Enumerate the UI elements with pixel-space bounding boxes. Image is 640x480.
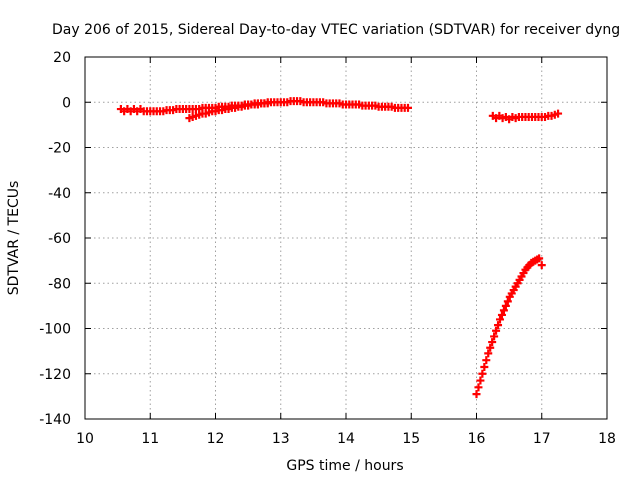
data-point <box>501 301 510 310</box>
data-point <box>480 362 489 371</box>
x-tick-label: 16 <box>468 431 486 447</box>
series-3 <box>488 109 563 124</box>
y-tick-label: -80 <box>48 276 71 292</box>
x-tick-label: 12 <box>207 431 225 447</box>
data-points <box>116 97 563 399</box>
x-axis-label: GPS time / hours <box>286 458 403 474</box>
data-point <box>499 306 508 315</box>
y-tick-label: 20 <box>53 50 71 66</box>
data-point <box>554 109 563 118</box>
y-tick-label: -40 <box>48 186 71 202</box>
data-point <box>472 390 481 399</box>
data-point <box>474 383 483 392</box>
x-tick-label: 13 <box>272 431 290 447</box>
data-point <box>476 376 485 385</box>
data-point <box>537 261 546 270</box>
y-axis-label: SDTVAR / TECUs <box>6 181 22 296</box>
y-tick-label: -100 <box>39 322 71 338</box>
series-1 <box>116 97 412 116</box>
data-point <box>503 297 512 306</box>
y-tick-label: -140 <box>39 412 71 428</box>
chart-title: Day 206 of 2015, Sidereal Day-to-day VTE… <box>52 22 620 38</box>
x-tick-label: 18 <box>598 431 616 447</box>
y-tick-label: -60 <box>48 231 71 247</box>
series-2 <box>185 99 272 123</box>
x-tick-label: 15 <box>402 431 420 447</box>
y-tick-label: 0 <box>62 95 71 111</box>
x-tick-label: 11 <box>141 431 159 447</box>
data-point <box>403 103 412 112</box>
data-point <box>535 254 544 263</box>
data-point <box>490 332 499 341</box>
data-point <box>482 356 491 365</box>
data-point <box>497 310 506 319</box>
x-tick-label: 14 <box>337 431 355 447</box>
data-point <box>478 369 487 378</box>
series-4 <box>472 254 546 399</box>
y-tick-label: -120 <box>39 367 71 383</box>
data-point <box>494 321 503 330</box>
axis-ticks: 10 11 12 13 14 15 16 17 18 20 0 -20 -40 -60 -80 -100 -12… <box>39 50 616 447</box>
data-point <box>488 338 497 347</box>
y-tick-label: -20 <box>48 141 71 157</box>
data-point <box>486 343 495 352</box>
data-point <box>492 326 501 335</box>
data-point <box>263 99 272 108</box>
data-point <box>495 315 504 324</box>
x-tick-label: 10 <box>76 431 94 447</box>
data-point <box>484 349 493 358</box>
x-tick-label: 17 <box>533 431 551 447</box>
